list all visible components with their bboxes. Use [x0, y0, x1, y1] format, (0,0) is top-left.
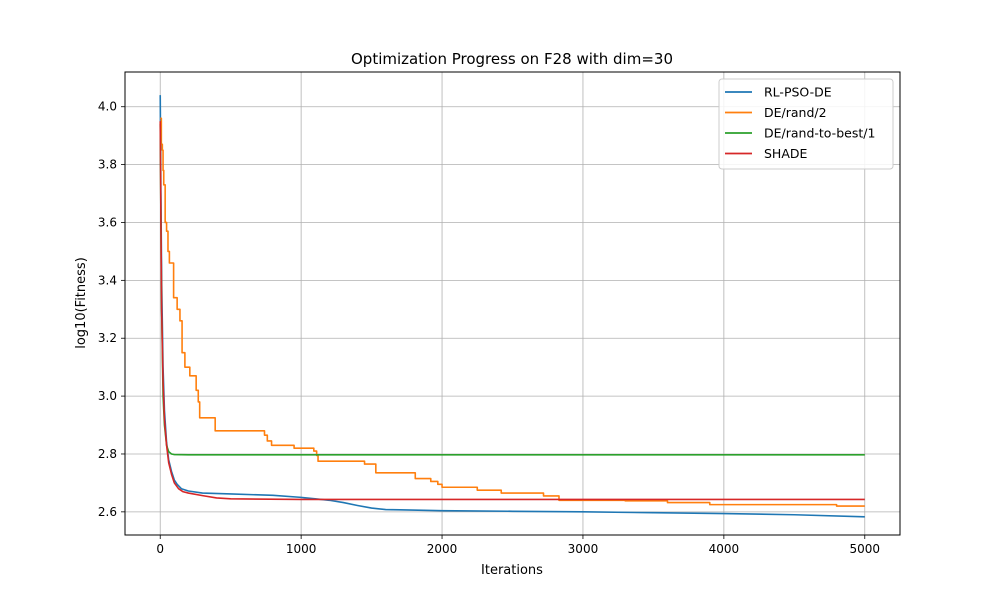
- y-axis-label: log10(Fitness): [74, 257, 89, 349]
- x-tick-label: 5000: [849, 542, 880, 556]
- y-tick-label: 3.2: [98, 331, 117, 345]
- x-tick-label: 3000: [568, 542, 599, 556]
- y-tick-label: 3.6: [98, 215, 117, 229]
- chart-title: Optimization Progress on F28 with dim=30: [351, 50, 673, 68]
- y-tick-label: 4.0: [98, 100, 117, 114]
- y-tick-label: 3.4: [98, 273, 117, 287]
- legend-box: [718, 78, 894, 170]
- legend-label: SHADE: [764, 146, 808, 161]
- x-tick-label: 0: [156, 542, 164, 556]
- series-lines: [159, 95, 865, 518]
- x-axis-ticks: 0 1000 2000 3000 4000 5000: [156, 535, 880, 556]
- y-tick-label: 3.8: [98, 158, 117, 172]
- y-tick-label: 2.8: [98, 447, 117, 461]
- series-line-de-rand-2: [160, 117, 865, 507]
- series-line-de-rand-to-best-1: [159, 124, 865, 456]
- legend: RL-PSO-DE DE/rand/2 DE/rand-to-best/1 SHADE: [718, 78, 894, 170]
- series-line-shade: [159, 121, 865, 501]
- legend-label: RL-PSO-DE: [764, 85, 832, 100]
- x-tick-label: 2000: [427, 542, 458, 556]
- y-tick-label: 3.0: [98, 389, 117, 403]
- y-axis-ticks: 2.6 2.8 3.0 3.2 3.4 3.6 3.8 4.0: [98, 100, 125, 519]
- plot-frame: [124, 71, 901, 536]
- legend-label: DE/rand-to-best/1: [764, 126, 875, 141]
- x-tick-label: 1000: [286, 542, 317, 556]
- x-tick-label: 4000: [709, 542, 740, 556]
- legend-label: DE/rand/2: [764, 105, 827, 120]
- x-axis-label: Iterations: [481, 563, 543, 578]
- y-tick-label: 2.6: [98, 505, 117, 519]
